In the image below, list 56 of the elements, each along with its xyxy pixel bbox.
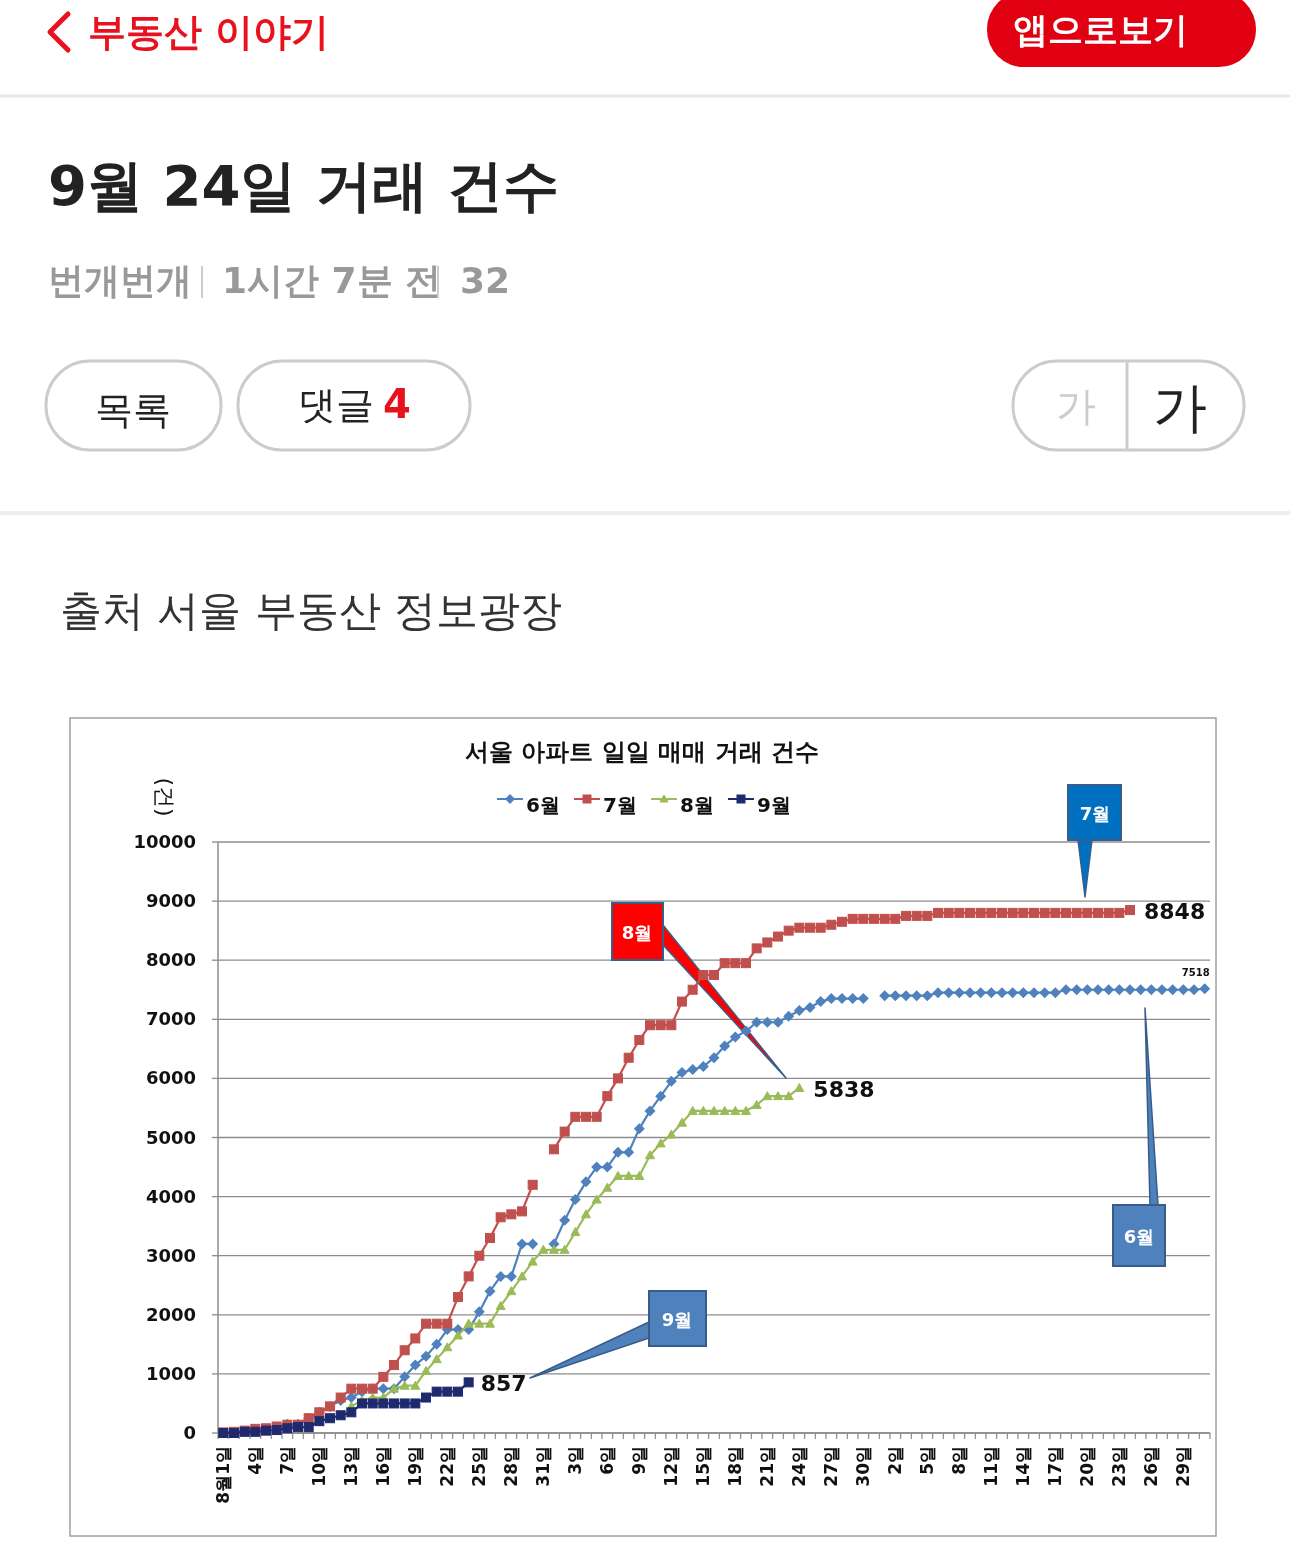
y-tick-label: 4000 xyxy=(145,1185,196,1207)
y-axis-title: (건) xyxy=(152,777,177,817)
source-note: 출처 서울 부동산 정보광장 xyxy=(60,586,563,635)
x-tick-label: 2일 xyxy=(885,1446,906,1475)
legend-label: 7월 xyxy=(603,793,637,817)
x-tick-label: 12일 xyxy=(661,1446,682,1487)
x-tick-label: 7일 xyxy=(277,1446,298,1475)
x-tick-label: 8일 xyxy=(949,1446,970,1475)
x-tick-label: 14일 xyxy=(1013,1446,1034,1487)
x-tick-label: 31일 xyxy=(533,1446,554,1487)
x-tick-label: 18일 xyxy=(725,1446,746,1487)
annotation: 6월 xyxy=(1123,1226,1155,1247)
y-tick-label: 5000 xyxy=(145,1126,196,1148)
y-tick-label: 2000 xyxy=(145,1303,196,1325)
x-tick-label: 30일 xyxy=(853,1446,874,1487)
legend-label: 8월 xyxy=(680,793,714,817)
y-tick-label: 10000 xyxy=(133,831,196,852)
x-tick-label: 13일 xyxy=(341,1446,362,1487)
data-label: 7518 xyxy=(1181,966,1210,978)
x-tick-label: 26일 xyxy=(1141,1446,1162,1487)
x-tick-label: 5일 xyxy=(917,1446,938,1475)
x-tick-label: 6일 xyxy=(597,1446,618,1475)
x-tick-label: 15일 xyxy=(693,1446,714,1487)
legend-label: 9월 xyxy=(757,793,791,817)
annotation: 9월 xyxy=(661,1309,693,1330)
x-tick-label: 11일 xyxy=(981,1446,1002,1487)
x-tick-label: 16일 xyxy=(373,1446,394,1487)
legend-label: 6월 xyxy=(526,793,560,817)
x-tick-label: 10일 xyxy=(309,1446,330,1487)
data-label: 5838 xyxy=(813,1076,875,1102)
y-tick-label: 8000 xyxy=(145,949,196,971)
data-label: 8848 xyxy=(1144,899,1206,925)
x-tick-label: 17일 xyxy=(1045,1446,1066,1487)
x-tick-label: 23일 xyxy=(1109,1446,1130,1487)
x-tick-label: 25일 xyxy=(469,1446,490,1487)
x-tick-label: 21일 xyxy=(757,1446,778,1487)
x-tick-label: 27일 xyxy=(821,1446,842,1487)
y-tick-label: 1000 xyxy=(145,1362,196,1384)
x-tick-label: 20일 xyxy=(1077,1446,1098,1487)
y-tick-label: 0 xyxy=(183,1422,196,1443)
x-tick-label: 22일 xyxy=(437,1446,458,1487)
x-tick-label: 29일 xyxy=(1173,1446,1194,1487)
x-tick-label: 9일 xyxy=(629,1446,650,1475)
x-tick-label: 19일 xyxy=(405,1446,426,1487)
chart-title: 서울 아파트 일일 매매 거래 건수 xyxy=(465,738,819,766)
x-tick-label: 3일 xyxy=(565,1446,586,1475)
x-tick-label: 8월1일 xyxy=(213,1446,234,1504)
y-tick-label: 6000 xyxy=(145,1067,196,1089)
data-label: 857 xyxy=(480,1371,527,1397)
annotation: 8월 xyxy=(621,922,653,943)
x-tick-label: 24일 xyxy=(789,1446,810,1487)
y-tick-label: 3000 xyxy=(145,1244,196,1266)
y-tick-label: 9000 xyxy=(145,890,196,912)
x-tick-label: 4일 xyxy=(245,1446,266,1475)
x-tick-label: 28일 xyxy=(501,1446,522,1487)
y-tick-label: 7000 xyxy=(145,1008,196,1030)
